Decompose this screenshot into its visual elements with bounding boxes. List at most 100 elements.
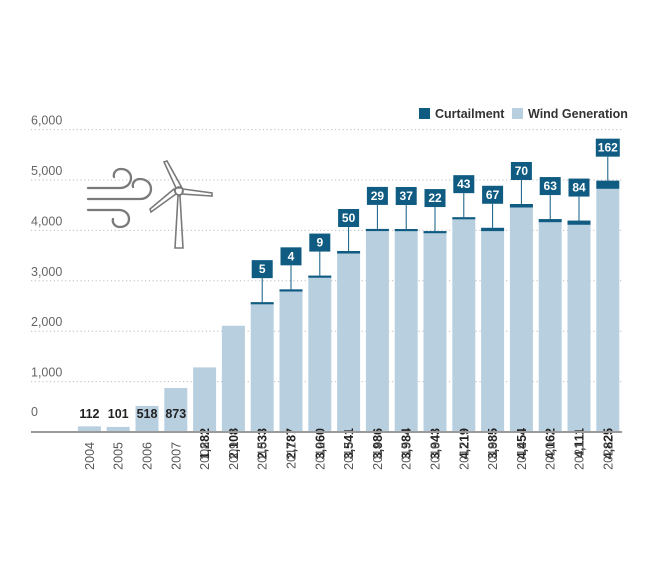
bar-wind-generation: [394, 231, 418, 432]
data-label-curtailment: 9: [316, 236, 323, 250]
turbine-blade: [162, 160, 184, 189]
bar-wind-generation: [135, 405, 159, 432]
legend-swatch: [512, 108, 523, 119]
legend-label: Curtailment: [435, 107, 505, 121]
bar-curtailment: [279, 289, 303, 292]
x-tick-label: 2009: [227, 442, 241, 470]
bar-wind-generation: [452, 219, 476, 432]
data-label-wind-generation: 2,533: [256, 428, 270, 459]
y-tick-label: 0: [31, 405, 38, 419]
curtailment-label-box: [453, 175, 475, 194]
bar-wind-generation: [193, 367, 217, 432]
bar-wind-generation: [423, 233, 447, 432]
data-label-wind-generation: 3,984: [400, 428, 414, 459]
wind-gust-line: [86, 208, 131, 229]
bar-wind-generation: [509, 207, 533, 432]
data-label-curtailment: 5: [259, 262, 266, 276]
bar-curtailment: [337, 251, 361, 254]
bar-wind-generation: [567, 224, 591, 432]
curtailment-label-box: [338, 209, 360, 228]
x-tick-label: 2016: [429, 442, 443, 470]
x-tick-label: 2004: [83, 442, 97, 470]
data-label-curtailment: 63: [544, 179, 558, 193]
curtailment-label-box: [366, 186, 388, 205]
y-tick-label: 6,000: [31, 114, 62, 128]
y-axis: 0 1,000 2,000 3,000 4,000 5,000 6,000: [31, 114, 62, 419]
bar-curtailment: [250, 302, 274, 305]
data-label-wind-generation: 3,986: [371, 428, 385, 459]
data-label-curtailment: 29: [371, 189, 385, 203]
bar-wind-generation: [481, 231, 505, 432]
data-label-curtailment: 37: [400, 189, 414, 203]
data-label-wind-generation: 3,943: [429, 428, 443, 459]
curtailment-label-box: [424, 189, 446, 208]
curtailment-label-box: [539, 177, 561, 196]
x-tick-label: 2014: [371, 442, 385, 470]
x-tick-label: 2005: [112, 442, 126, 470]
bar-wind-generation: [596, 188, 620, 432]
x-tick-label: 2017: [457, 442, 471, 470]
turbine-tower: [174, 195, 184, 249]
data-label-wind-generation: 101: [108, 407, 129, 421]
curtailment-label-box: [568, 178, 590, 197]
wind-turbine-icon: [86, 160, 213, 249]
x-tick-label: 2011: [285, 442, 299, 469]
curtailment-label-box: [309, 233, 331, 252]
bar-curtailment: [308, 275, 332, 278]
x-tick-label: 2013: [342, 442, 356, 470]
data-label-curtailment: 50: [342, 211, 356, 225]
bar-wind-generation: [164, 388, 188, 432]
bar-wind-generation: [337, 253, 361, 432]
curtailment-label-box: [595, 138, 620, 157]
bar-wind-generation: [308, 277, 332, 432]
data-label-wind-generation: 3,985: [486, 428, 500, 459]
legend-swatch: [419, 108, 430, 119]
x-tick-label: 2007: [169, 442, 183, 470]
data-label-curtailment: 43: [457, 177, 471, 191]
curtailment-label-box: [510, 161, 532, 180]
curtailment-label-box: [280, 247, 302, 266]
data-label-wind-generation: 112: [79, 407, 99, 421]
data-label-wind-generation: 4,162: [544, 428, 558, 459]
x-tick-label: 2020: [544, 442, 558, 470]
bar-curtailment: [365, 228, 389, 232]
x-tick-label: 2012: [313, 442, 327, 470]
bar-wind-generation: [106, 426, 130, 432]
curtailment-label-box: [395, 187, 417, 206]
data-label-wind-generation: 4,111: [573, 428, 587, 458]
data-label-wind-generation: 3,060: [313, 428, 327, 459]
data-label-curtailment: 22: [428, 191, 442, 205]
y-tick-label: 1,000: [31, 366, 62, 380]
x-tick-label: 2010: [256, 442, 270, 470]
turbine-blade: [181, 188, 213, 197]
data-label-wind-generation: 2,108: [227, 428, 241, 459]
bar-wind-generation: [77, 426, 101, 432]
x-tick-label: 2021: [573, 442, 587, 470]
wind-gust-line: [86, 177, 153, 201]
data-label-wind-generation: 518: [137, 407, 158, 421]
data-label-wind-generation: 4,825: [601, 428, 615, 459]
data-label-curtailment: 4: [288, 249, 295, 263]
bar-wind-generation: [279, 291, 303, 432]
x-tick-label: 2019: [515, 442, 529, 470]
x-axis: 2004 2005 2006 2007 2008 2009 2010 2011 2012 2013…: [31, 431, 622, 470]
data-label-wind-generation: 3,541: [342, 428, 356, 459]
bar-curtailment: [538, 219, 562, 223]
bar-wind-generation: [538, 222, 562, 432]
bar-curtailment: [567, 220, 591, 225]
bar-wind-generation: [365, 231, 389, 432]
data-label-wind-generation: 4,219: [457, 428, 471, 459]
data-label-curtailment: 162: [598, 141, 618, 155]
x-tick-label: 2018: [486, 442, 500, 470]
bar-curtailment: [423, 231, 447, 234]
y-tick-label: 4,000: [31, 214, 62, 228]
legend-label: Wind Generation: [528, 107, 628, 121]
data-label-wind-generation: 1,282: [198, 428, 212, 459]
data-label-curtailment: 84: [572, 181, 586, 195]
data-label-wind-generation: 2,787: [285, 428, 299, 459]
bar-curtailment: [394, 229, 418, 232]
y-tick-label: 2,000: [31, 315, 62, 329]
bar-wind-generation: [250, 304, 274, 432]
curtailment-label-box: [482, 185, 504, 204]
